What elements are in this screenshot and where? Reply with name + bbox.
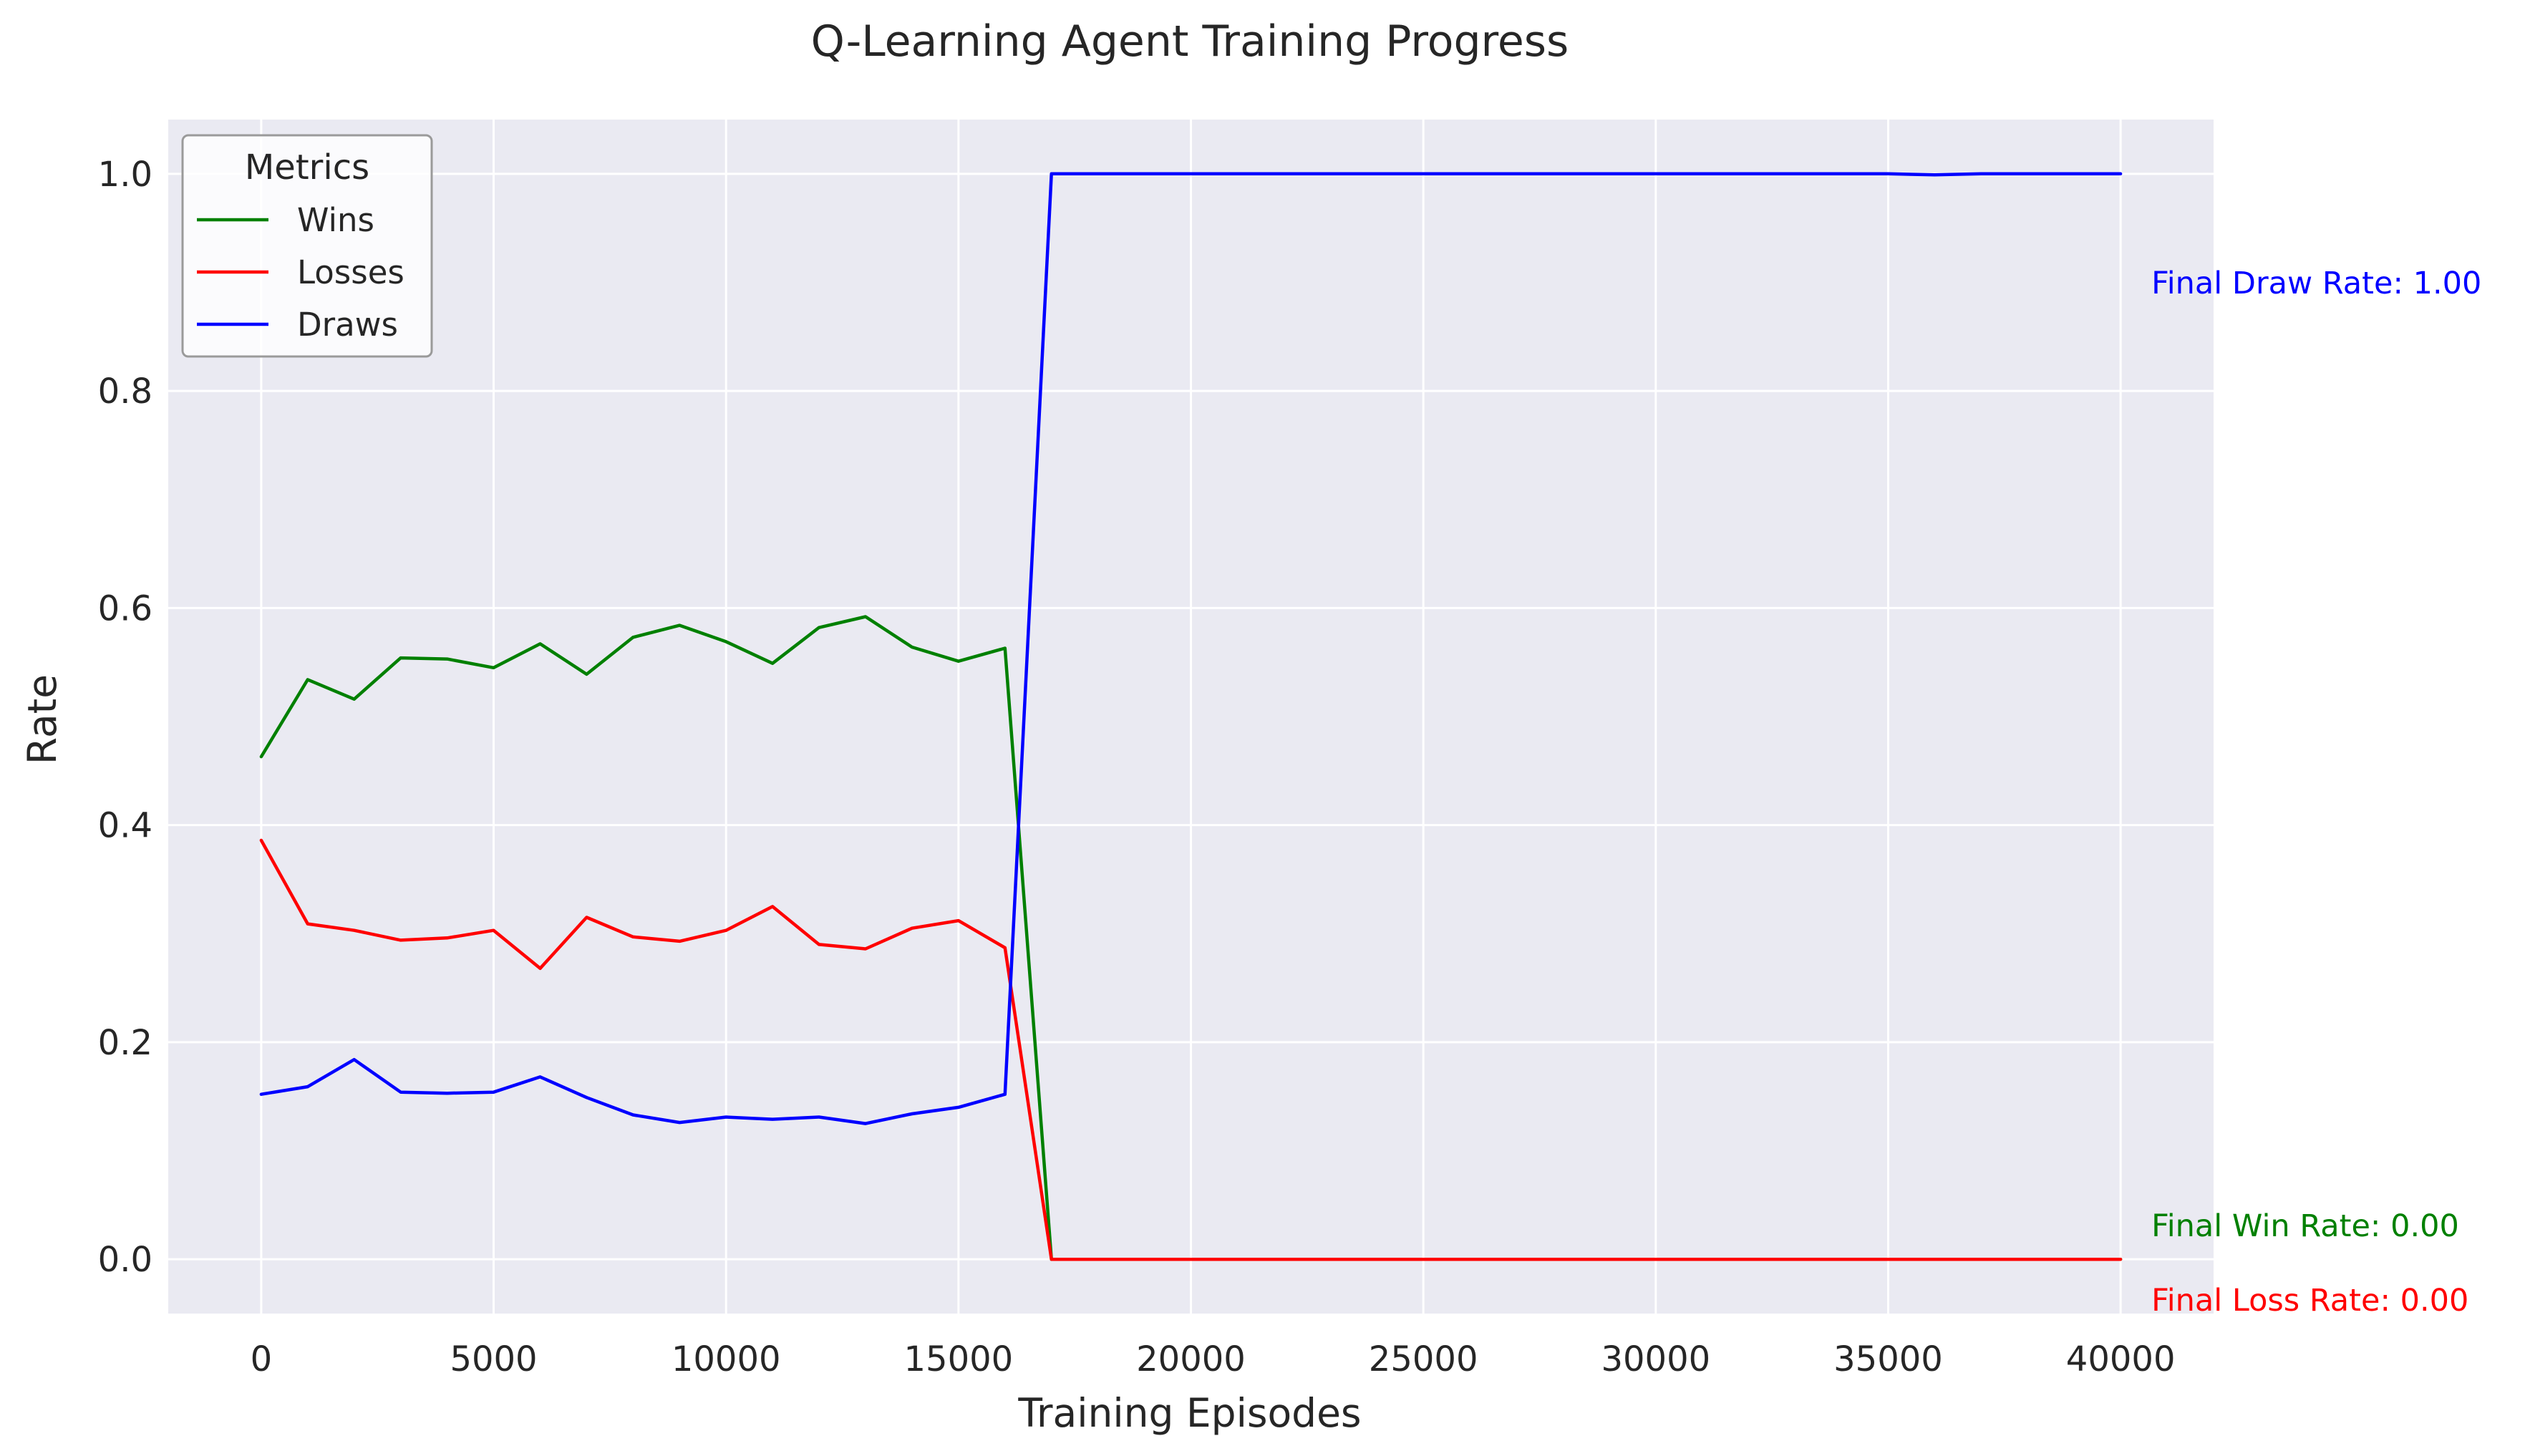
annotation-final-rate: Final Win Rate: 0.00 <box>2151 1208 2459 1244</box>
legend: Metrics Wins Losses Draws <box>181 134 433 358</box>
y-tick-label: 0.0 <box>98 1240 152 1280</box>
legend-label-wins: Wins <box>297 201 374 239</box>
x-tick-label: 5000 <box>450 1339 537 1379</box>
x-tick-label: 40000 <box>2066 1339 2176 1379</box>
x-tick-label: 0 <box>251 1339 273 1379</box>
x-tick-label: 30000 <box>1601 1339 1710 1379</box>
y-axis-label: Rate <box>19 674 65 765</box>
y-ticks: 0.0 0.2 0.4 0.6 0.8 1.0 <box>98 155 152 1280</box>
x-tick-label: 10000 <box>672 1339 781 1379</box>
x-tick-label: 35000 <box>1833 1339 1943 1379</box>
legend-label-losses: Losses <box>297 253 404 291</box>
chart-title: Q-Learning Agent Training Progress <box>811 16 1569 67</box>
annotations: Final Draw Rate: 1.00 Final Win Rate: 0.0… <box>2151 266 2481 1319</box>
series-line-draws <box>259 172 2123 1125</box>
y-tick-label: 0.8 <box>98 372 152 412</box>
legend-box <box>181 134 433 358</box>
x-tick-label: 25000 <box>1369 1339 1478 1379</box>
annotation-final-rate: Final Loss Rate: 0.00 <box>2151 1283 2468 1319</box>
x-tick-label: 15000 <box>903 1339 1013 1379</box>
series-line-losses <box>259 838 2123 1261</box>
y-tick-label: 1.0 <box>98 155 152 195</box>
legend-title: Metrics <box>245 147 369 188</box>
y-tick-label: 0.4 <box>98 806 152 846</box>
x-ticks: 0 5000 10000 15000 20000 25000 30000 35000 40000 <box>251 1339 2176 1379</box>
x-axis-label: Training Episodes <box>1017 1390 1361 1436</box>
y-tick-label: 0.6 <box>98 588 152 628</box>
legend-label-draws: Draws <box>297 306 398 344</box>
y-tick-label: 0.2 <box>98 1023 152 1063</box>
annotation-final-rate: Final Draw Rate: 1.00 <box>2151 266 2481 301</box>
series-lines <box>259 172 2123 1261</box>
x-tick-label: 20000 <box>1136 1339 1246 1379</box>
